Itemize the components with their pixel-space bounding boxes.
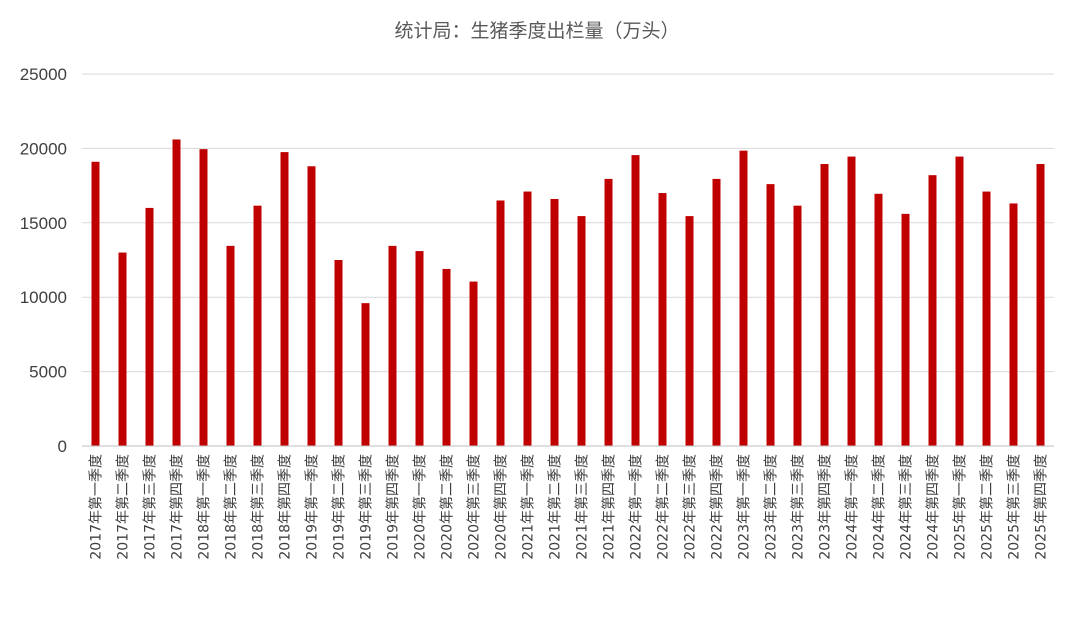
bar <box>280 152 289 446</box>
bar <box>901 213 910 446</box>
x-tick-label: 2018年第一季度 <box>196 454 213 560</box>
x-tick-label: 2022年第四季度 <box>709 454 726 560</box>
x-tick-label: 2023年第四季度 <box>817 454 834 560</box>
y-tick-label: 0 <box>58 437 67 456</box>
bar <box>226 245 235 446</box>
bar <box>577 216 586 446</box>
x-tick-label: 2017年第一季度 <box>88 454 105 560</box>
bar <box>1009 203 1018 446</box>
bar <box>820 164 829 447</box>
x-tick-label: 2025年第四季度 <box>1033 454 1050 560</box>
x-tick-label: 2025年第三季度 <box>1006 454 1023 560</box>
bar <box>172 139 181 447</box>
gridlines <box>82 73 1054 373</box>
bars <box>91 139 1045 447</box>
x-tick-label: 2025年第二季度 <box>979 454 996 560</box>
x-tick-label: 2025年第一季度 <box>952 454 969 560</box>
x-tick-label: 2018年第二季度 <box>223 454 240 560</box>
x-tick-label: 2024年第三季度 <box>898 454 915 560</box>
bar <box>1036 164 1045 447</box>
bar <box>91 161 100 447</box>
x-tick-label: 2019年第一季度 <box>304 454 321 560</box>
bar <box>685 216 694 446</box>
bar <box>847 156 856 447</box>
x-tick-label: 2022年第一季度 <box>628 454 645 560</box>
bar <box>874 193 883 446</box>
x-tick-label: 2023年第一季度 <box>736 454 753 560</box>
bar <box>793 205 802 446</box>
x-tick-label: 2020年第二季度 <box>439 454 456 560</box>
bar <box>118 252 127 446</box>
x-tick-label: 2024年第四季度 <box>925 454 942 560</box>
x-tick-label: 2020年第四季度 <box>493 454 510 560</box>
y-axis-ticks: 0 5000 10000 15000 20000 25000 <box>20 65 67 456</box>
bar <box>388 245 397 446</box>
bar <box>523 191 532 446</box>
y-tick-label: 20000 <box>20 139 67 158</box>
y-tick-label: 25000 <box>20 65 67 84</box>
x-tick-label: 2018年第三季度 <box>250 454 267 560</box>
bar <box>334 260 343 446</box>
x-tick-label: 2023年第二季度 <box>763 454 780 560</box>
y-tick-label: 10000 <box>20 288 67 307</box>
bar <box>199 149 208 447</box>
bar <box>739 150 748 446</box>
bar <box>550 198 559 446</box>
x-tick-label: 2021年第三季度 <box>574 454 591 560</box>
bar <box>604 178 613 447</box>
bar <box>415 251 424 446</box>
x-tick-label: 2023年第三季度 <box>790 454 807 560</box>
bar <box>712 178 721 447</box>
bar <box>496 200 505 446</box>
x-axis-ticks: 2017年第一季度 2017年第二季度 2017年第三季度 2017年第四季度 2018… <box>88 454 1050 560</box>
x-tick-label: 2022年第三季度 <box>682 454 699 560</box>
x-tick-label: 2017年第四季度 <box>169 454 186 560</box>
bar <box>982 191 991 446</box>
x-tick-label: 2018年第四季度 <box>277 454 294 560</box>
bar <box>145 207 154 446</box>
bar <box>307 166 316 447</box>
x-tick-label: 2019年第四季度 <box>385 454 402 560</box>
x-tick-label: 2024年第二季度 <box>871 454 888 560</box>
y-tick-label: 15000 <box>20 214 67 233</box>
x-tick-label: 2021年第一季度 <box>520 454 537 560</box>
x-tick-label: 2017年第三季度 <box>142 454 159 560</box>
x-tick-label: 2020年第一季度 <box>412 454 429 560</box>
y-tick-label: 5000 <box>29 363 67 382</box>
x-tick-label: 2019年第三季度 <box>358 454 375 560</box>
bar <box>469 281 478 446</box>
x-tick-label: 2020年第三季度 <box>466 454 483 560</box>
bar <box>928 175 937 446</box>
x-tick-label: 2021年第二季度 <box>547 454 564 560</box>
x-tick-label: 2021年第四季度 <box>601 454 618 560</box>
bar <box>658 193 667 446</box>
chart-title: 统计局：生猪季度出栏量（万头） <box>394 20 679 42</box>
x-tick-label: 2019年第二季度 <box>331 454 348 560</box>
x-tick-label: 2024年第一季度 <box>844 454 861 560</box>
bar <box>253 205 262 446</box>
bar <box>361 303 370 446</box>
x-tick-label: 2017年第二季度 <box>115 454 132 560</box>
bar <box>766 184 775 446</box>
bar <box>631 155 640 446</box>
x-tick-label: 2022年第二季度 <box>655 454 672 560</box>
bar <box>955 156 964 447</box>
bar <box>442 268 451 446</box>
